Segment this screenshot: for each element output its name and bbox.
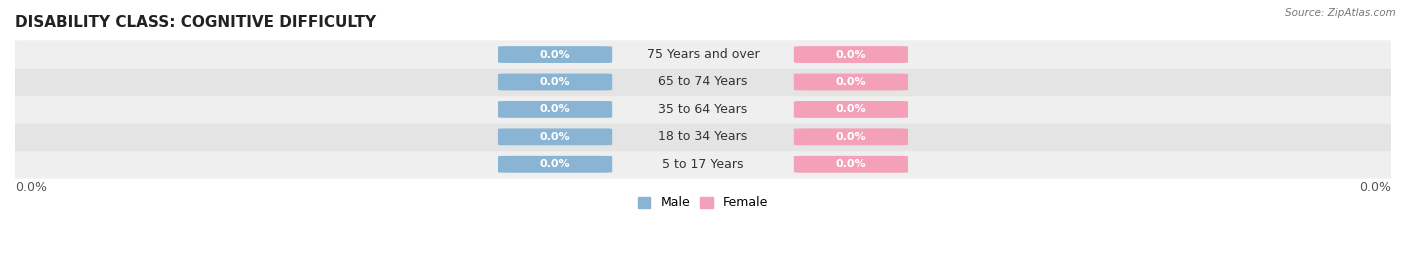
Text: 0.0%: 0.0%: [540, 104, 571, 114]
Text: 5 to 17 Years: 5 to 17 Years: [662, 158, 744, 171]
Text: 35 to 64 Years: 35 to 64 Years: [658, 103, 748, 116]
Text: 0.0%: 0.0%: [1360, 181, 1391, 194]
Text: 75 Years and over: 75 Years and over: [647, 48, 759, 61]
Text: 0.0%: 0.0%: [835, 104, 866, 114]
FancyBboxPatch shape: [498, 156, 612, 173]
FancyBboxPatch shape: [8, 95, 1398, 124]
FancyBboxPatch shape: [8, 68, 1398, 96]
FancyBboxPatch shape: [498, 128, 612, 145]
Legend: Male, Female: Male, Female: [633, 192, 773, 214]
FancyBboxPatch shape: [794, 46, 908, 63]
Text: DISABILITY CLASS: COGNITIVE DIFFICULTY: DISABILITY CLASS: COGNITIVE DIFFICULTY: [15, 15, 377, 30]
FancyBboxPatch shape: [8, 150, 1398, 179]
Text: 0.0%: 0.0%: [540, 49, 571, 59]
Text: 0.0%: 0.0%: [540, 77, 571, 87]
Text: Source: ZipAtlas.com: Source: ZipAtlas.com: [1285, 8, 1396, 18]
Text: 0.0%: 0.0%: [835, 77, 866, 87]
FancyBboxPatch shape: [794, 73, 908, 90]
Text: 0.0%: 0.0%: [540, 159, 571, 169]
FancyBboxPatch shape: [498, 73, 612, 90]
Text: 0.0%: 0.0%: [15, 181, 46, 194]
Text: 0.0%: 0.0%: [835, 132, 866, 142]
FancyBboxPatch shape: [498, 46, 612, 63]
Text: 18 to 34 Years: 18 to 34 Years: [658, 130, 748, 143]
FancyBboxPatch shape: [8, 40, 1398, 69]
Text: 0.0%: 0.0%: [835, 49, 866, 59]
FancyBboxPatch shape: [8, 123, 1398, 151]
FancyBboxPatch shape: [794, 101, 908, 118]
Text: 0.0%: 0.0%: [540, 132, 571, 142]
FancyBboxPatch shape: [794, 128, 908, 145]
Text: 65 to 74 Years: 65 to 74 Years: [658, 76, 748, 89]
FancyBboxPatch shape: [794, 156, 908, 173]
Text: 0.0%: 0.0%: [835, 159, 866, 169]
FancyBboxPatch shape: [498, 101, 612, 118]
